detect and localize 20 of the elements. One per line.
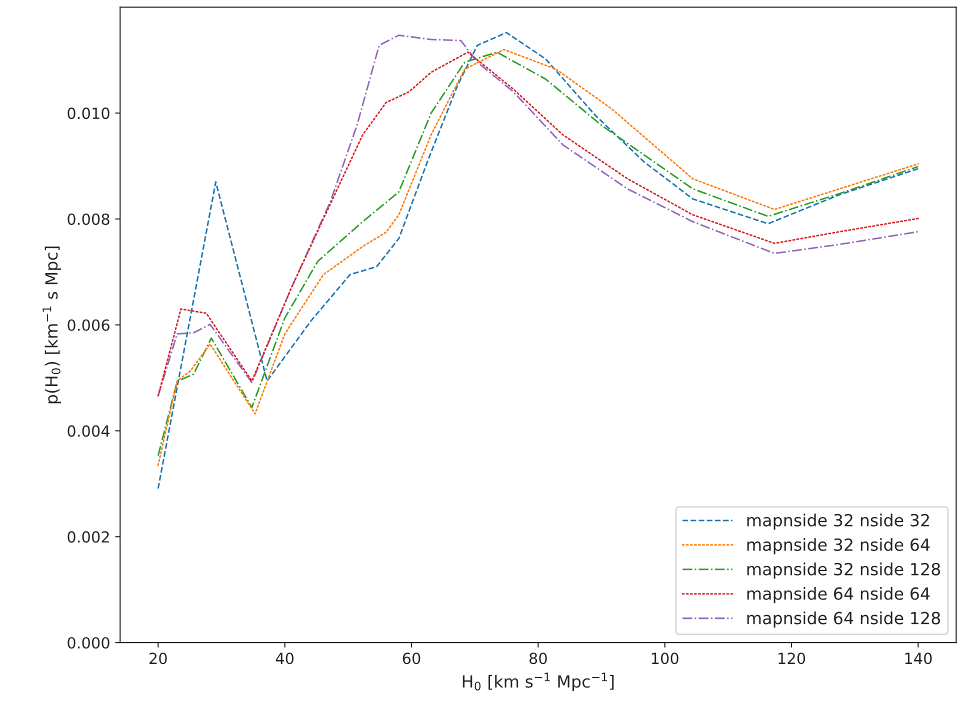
y-tick-label: 0.006 — [68, 319, 110, 331]
y-tick-label: 0.008 — [68, 213, 110, 226]
legend-label: mapnside 32 nside 128 — [747, 562, 940, 579]
x-axis-title: H$_{0}$ [km s$^{−1}$ Mpc$^{−1}$] — [462, 672, 614, 692]
x-tick-label: 120 — [778, 652, 806, 664]
y-axis-title: p(H$_{0}$) [km$^{−1}$ s Mpc] — [42, 246, 61, 404]
x-tick-label: 140 — [905, 652, 932, 664]
y-tick-label: 0.000 — [68, 637, 110, 649]
x-tick-label: 20 — [150, 652, 167, 664]
y-tick-label: 0.004 — [68, 425, 110, 437]
x-tick-label: 40 — [276, 652, 294, 664]
legend-label: mapnside 32 nside 64 — [747, 538, 930, 554]
y-tick-label: 0.002 — [68, 531, 109, 543]
x-tick-label: 100 — [652, 652, 678, 664]
y-tick-label: 0.010 — [68, 108, 110, 120]
x-tick-label: 60 — [402, 652, 420, 664]
legend-label: mapnside 64 nside 128 — [747, 611, 940, 628]
legend-label: mapnside 32 nside 32 — [747, 514, 929, 530]
x-tick-label: 80 — [529, 652, 547, 664]
legend-label: mapnside 64 nside 64 — [747, 587, 930, 604]
